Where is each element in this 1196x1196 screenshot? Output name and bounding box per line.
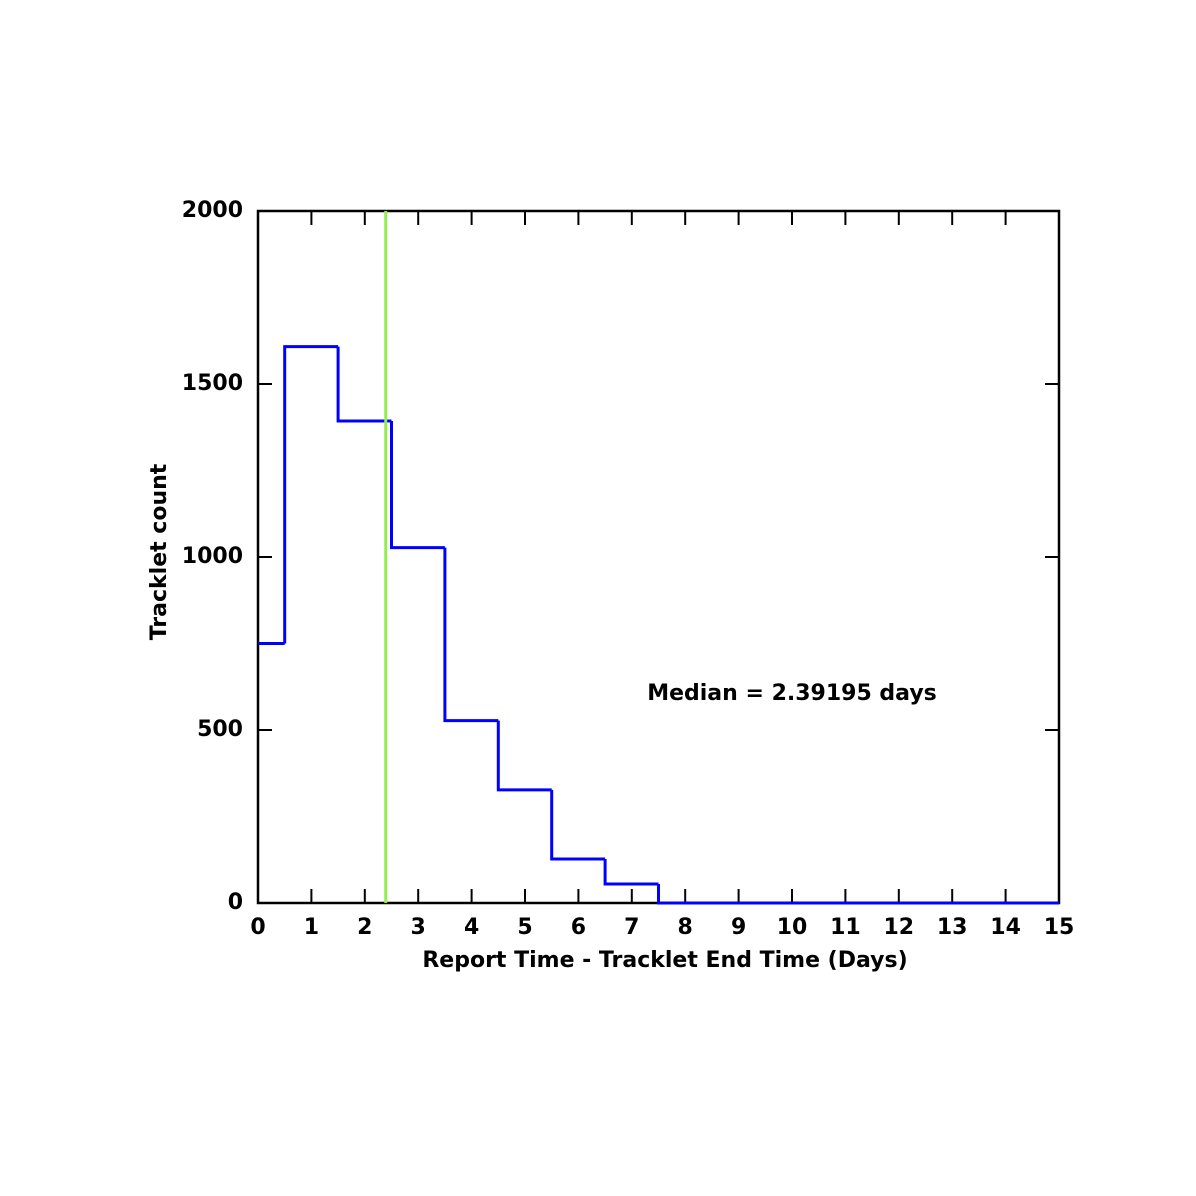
x-axis-title: Report Time - Tracklet End Time (Days) — [422, 948, 907, 973]
x-tick-label: 2 — [357, 915, 372, 940]
histogram-bin — [550, 789, 606, 861]
x-tick-label: 11 — [830, 915, 861, 940]
histogram-bin — [603, 859, 659, 886]
x-tick-label: 15 — [1044, 915, 1075, 940]
x-tick-label: 14 — [990, 915, 1021, 940]
y-tick-label: 1000 — [182, 544, 243, 569]
y-tick-label: 0 — [228, 890, 243, 915]
x-tick-label: 13 — [937, 915, 968, 940]
y-tick-label: 1500 — [182, 371, 243, 396]
x-tick-label: 4 — [464, 915, 479, 940]
y-tick-label: 500 — [197, 717, 243, 742]
x-tick-label: 6 — [571, 915, 586, 940]
x-tick-label: 7 — [624, 915, 639, 940]
x-tick-label: 12 — [883, 915, 914, 940]
x-tick-label: 9 — [731, 915, 746, 940]
histogram-bin — [443, 547, 499, 723]
x-tick-label: 0 — [250, 915, 265, 940]
x-tick-label: 8 — [678, 915, 693, 940]
histogram-bin — [336, 346, 392, 423]
x-tick-label: 5 — [517, 915, 532, 940]
histogram-bin — [390, 421, 445, 550]
annotation: Median = 2.39195 days — [647, 681, 937, 706]
histogram-bin — [657, 883, 712, 905]
histogram-bin — [496, 720, 552, 792]
plot-frame — [256, 209, 1061, 905]
x-tick-label: 1 — [304, 915, 319, 940]
x-tick-label: 10 — [777, 915, 808, 940]
histogram-bin — [283, 345, 339, 644]
y-tick-label: 2000 — [182, 198, 243, 223]
y-axis-title: Tracklet count — [147, 463, 172, 640]
x-tick-label: 3 — [411, 915, 426, 940]
